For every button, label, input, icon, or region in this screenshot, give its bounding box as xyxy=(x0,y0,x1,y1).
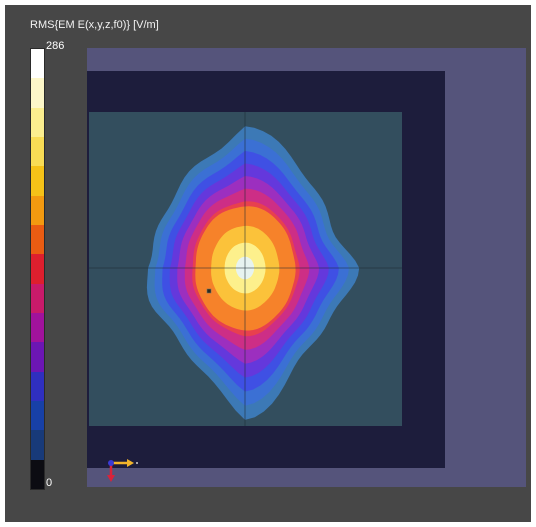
x-axis-dot xyxy=(108,460,114,466)
colorbar-swatch xyxy=(31,78,44,108)
colorbar-swatch xyxy=(31,342,44,372)
colorbar-swatch xyxy=(31,224,44,255)
colorbar-swatch xyxy=(31,283,44,313)
colorbar-swatch xyxy=(31,136,44,167)
colorbar-swatch xyxy=(31,166,44,196)
colorbar-swatch xyxy=(31,459,44,489)
y-axis-tip xyxy=(136,462,138,464)
colorbar-min-label: 0 xyxy=(46,477,53,489)
3d-viewport[interactable]: RMS{EM E(x,y,z,f0)} [V/m] 286 0 xyxy=(5,5,531,522)
colorbar-swatch xyxy=(31,400,44,431)
colorbar-swatch xyxy=(31,430,44,460)
z-axis-arrowhead xyxy=(107,475,115,482)
field-scene xyxy=(87,48,526,487)
colorbar-swatch xyxy=(31,195,44,225)
colorbar-title: RMS{EM E(x,y,z,f0)} [V/m] xyxy=(30,19,159,31)
colorbar xyxy=(30,48,45,490)
colorbar-swatch xyxy=(31,107,44,137)
y-axis-arrowhead xyxy=(127,459,134,467)
field-contours xyxy=(146,126,360,420)
colorbar-swatch xyxy=(31,49,44,79)
colorbar-max-label: 286 xyxy=(46,40,65,52)
probe-marker[interactable] xyxy=(206,288,212,294)
axis-triad[interactable] xyxy=(105,455,145,485)
colorbar-swatch xyxy=(31,254,44,284)
colorbar-swatch xyxy=(31,312,44,343)
colorbar-swatch xyxy=(31,371,44,401)
